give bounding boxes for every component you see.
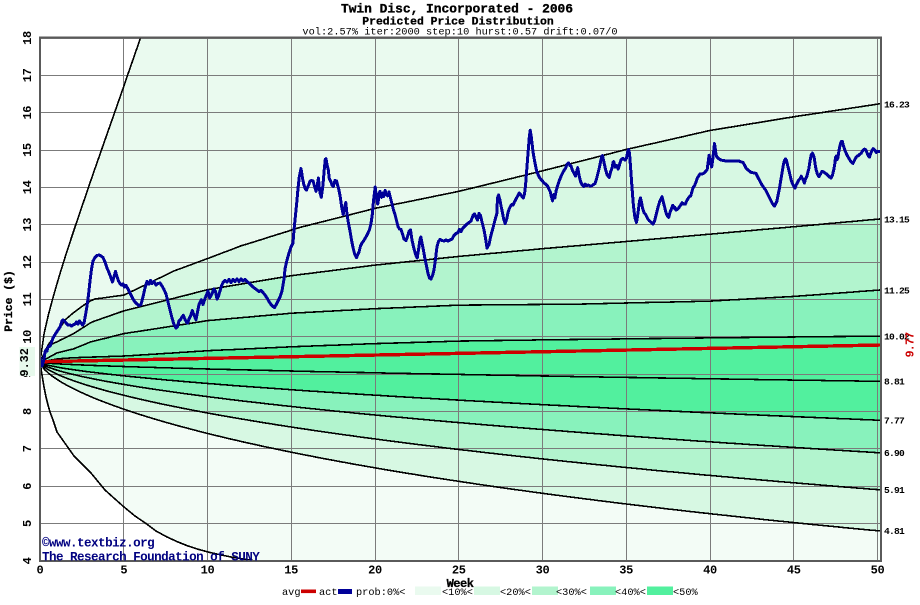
svg-text:<20%<: <20%<	[500, 587, 531, 599]
svg-text:<50%: <50%	[673, 587, 699, 599]
svg-text:Week: Week	[447, 577, 474, 591]
svg-text:<40%<: <40%<	[615, 587, 646, 599]
svg-text:14: 14	[21, 180, 35, 194]
svg-text:9.32: 9.32	[18, 348, 32, 376]
svg-text:5: 5	[120, 564, 127, 578]
svg-text:30: 30	[536, 564, 550, 578]
svg-text:25: 25	[452, 564, 466, 578]
svg-text:7: 7	[21, 445, 35, 452]
svg-text:<30%<: <30%<	[556, 587, 587, 599]
svg-text:17: 17	[21, 68, 35, 82]
svg-text:<10%<: <10%<	[442, 587, 473, 599]
svg-text:35: 35	[619, 564, 633, 578]
svg-text:5: 5	[21, 520, 35, 527]
svg-text:8.81: 8.81	[884, 377, 905, 388]
svg-text:13: 13	[21, 218, 35, 232]
svg-text:11: 11	[21, 293, 35, 307]
svg-text:11.25: 11.25	[884, 285, 910, 296]
svg-text:4.81: 4.81	[884, 526, 905, 537]
svg-text:6.90: 6.90	[884, 448, 905, 459]
svg-text:15: 15	[284, 564, 298, 578]
svg-text:5.91: 5.91	[884, 485, 905, 496]
svg-text:prob:0%<: prob:0%<	[356, 587, 405, 599]
svg-text:7.77: 7.77	[884, 415, 905, 426]
svg-text:4: 4	[21, 557, 35, 564]
svg-text:18: 18	[21, 31, 35, 45]
svg-text:Predicted Price Distribution: Predicted Price Distribution	[362, 17, 554, 29]
svg-text:8: 8	[21, 408, 35, 415]
svg-text:9.77: 9.77	[905, 332, 918, 358]
svg-text:Twin Disc, Incorporated - 2006: Twin Disc, Incorporated - 2006	[341, 2, 573, 17]
svg-text:45: 45	[787, 564, 801, 578]
svg-text:10.02: 10.02	[884, 331, 910, 342]
svg-text:10: 10	[21, 330, 35, 344]
svg-text:Price ($): Price ($)	[4, 270, 16, 332]
svg-text:50: 50	[871, 564, 885, 578]
svg-text:40: 40	[703, 564, 717, 578]
svg-text:13.15: 13.15	[884, 214, 910, 225]
svg-text:6: 6	[21, 483, 35, 490]
svg-text:The Research Foundation of SUN: The Research Foundation of SUNY	[42, 551, 260, 565]
svg-text:avg: avg	[282, 587, 301, 599]
svg-text:act: act	[319, 587, 338, 599]
svg-text:vol:2.57% iter:2000 step:10 hu: vol:2.57% iter:2000 step:10 hurst:0.57 d…	[302, 27, 617, 39]
svg-text:©www.textbiz.org: ©www.textbiz.org	[42, 537, 154, 551]
svg-text:16: 16	[21, 106, 35, 120]
svg-text:10: 10	[201, 564, 215, 578]
svg-text:0: 0	[37, 564, 44, 578]
svg-text:15: 15	[21, 143, 35, 157]
svg-text:16.23: 16.23	[884, 99, 910, 110]
svg-text:12: 12	[21, 255, 35, 269]
svg-text:20: 20	[368, 564, 382, 578]
